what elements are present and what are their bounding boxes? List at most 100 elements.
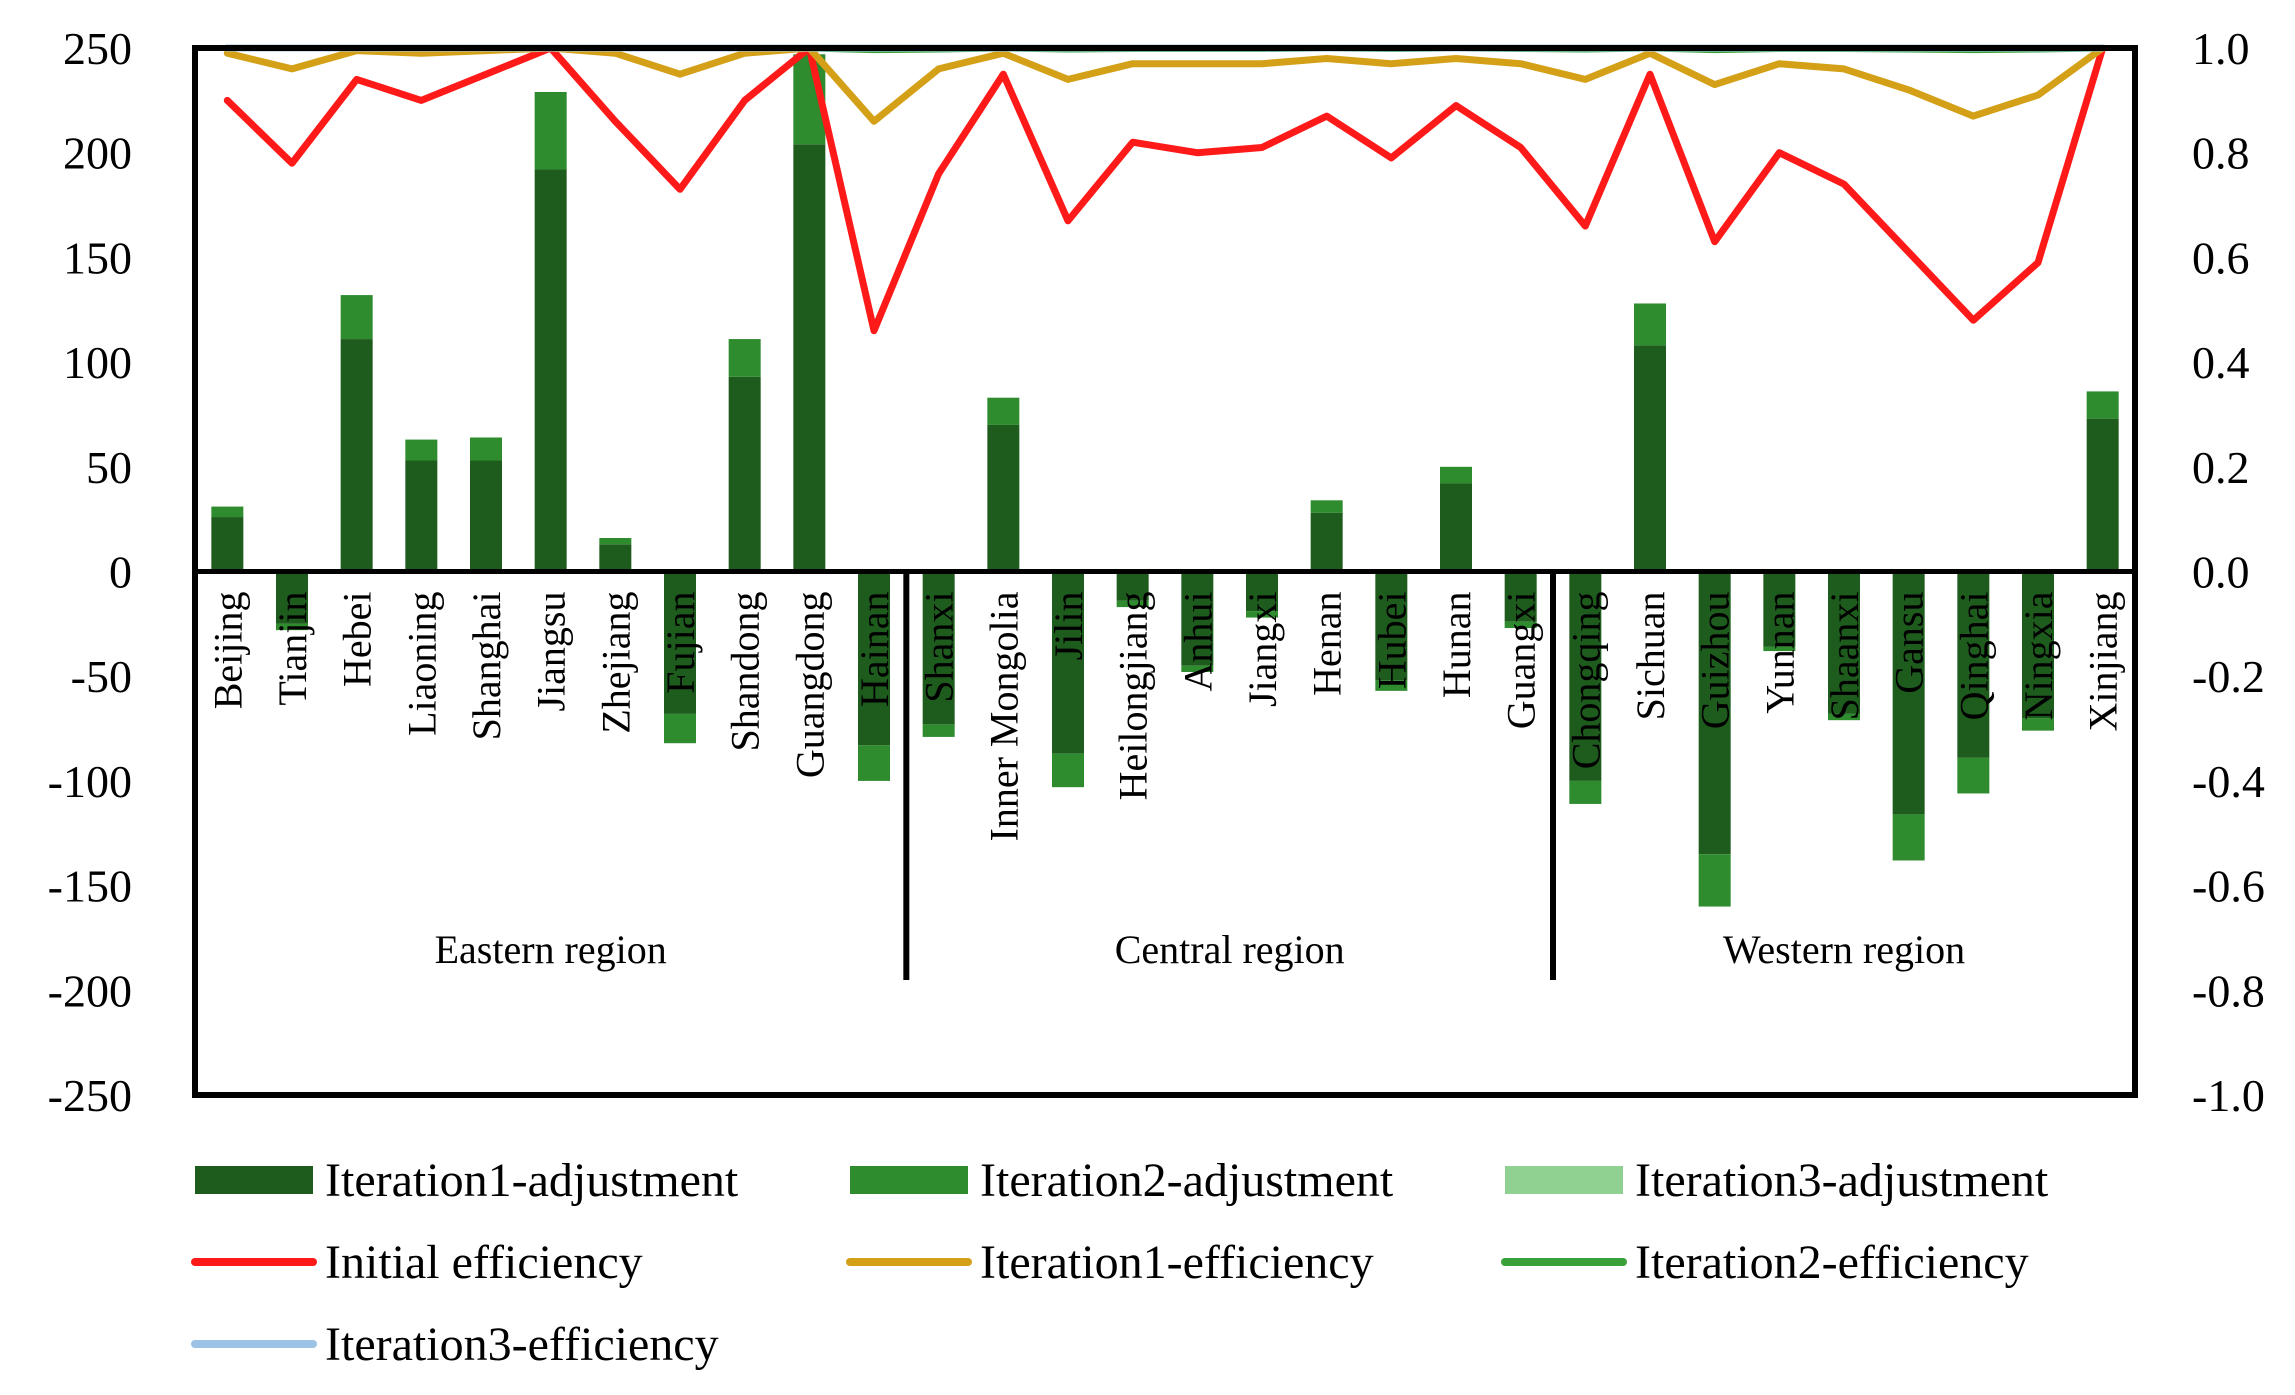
bar-2-14 [1116, 600, 1149, 608]
bar-1-10 [858, 571, 890, 746]
bar-1-13 [1052, 571, 1084, 754]
y-tick-left: -50 [71, 651, 132, 702]
y-tick-left: 150 [63, 232, 132, 283]
bar-2-20 [1504, 621, 1537, 629]
y-tick-left: 0 [109, 547, 132, 598]
bar-1-1 [276, 571, 308, 624]
bar-1-26 [1892, 571, 1925, 815]
legend-label: Iteration1-adjustment [325, 1154, 739, 1207]
y-tick-left: 200 [63, 128, 132, 179]
legend-swatch-bar [1505, 1166, 1623, 1194]
bar-2-26 [1892, 814, 1925, 861]
bar-2-1 [276, 623, 308, 631]
category-label: Liaoning [399, 592, 444, 736]
line-initial-efficiency [223, 44, 2107, 335]
y-tick-right: 0.6 [2192, 232, 2250, 283]
category-label: Shanxi [917, 592, 962, 703]
category-label: Sichuan [1628, 592, 1673, 721]
category-label: Ningxia [2016, 591, 2061, 720]
bar-2-2 [340, 295, 373, 340]
category-label: Hunan [1434, 592, 1479, 699]
category-label: Tianjin [270, 592, 315, 706]
bar-2-15 [1181, 665, 1214, 673]
legend-label: Iteration3-efficiency [325, 1318, 719, 1371]
bar-1-17 [1310, 512, 1343, 572]
bar-1-2 [340, 339, 373, 572]
bar-1-25 [1828, 571, 1860, 714]
bar-1-14 [1116, 571, 1149, 601]
bar-2-6 [599, 537, 632, 545]
bar-2-22 [1634, 303, 1666, 346]
category-label: Jiangsu [529, 592, 574, 712]
bar-2-12 [987, 397, 1020, 425]
category-label: Henan [1305, 592, 1350, 696]
bar-2-13 [1052, 753, 1084, 788]
bar-1-3 [405, 460, 438, 572]
category-label: Zhejiang [593, 592, 638, 734]
y-tick-right: -0.2 [2192, 651, 2265, 702]
region-label: Western region [1723, 927, 1965, 972]
legend-label: Iteration3-adjustment [1635, 1154, 2049, 1207]
bar-2-25 [1828, 713, 1860, 721]
bar-2-5 [534, 91, 567, 170]
bar-1-5 [534, 169, 567, 572]
bar-1-4 [470, 460, 502, 572]
category-label: Guangdong [787, 592, 832, 779]
y-tick-right: 0.4 [2192, 337, 2250, 388]
bar-1-7 [664, 571, 696, 714]
y-tick-right: 0.2 [2192, 442, 2250, 493]
bar-2-23 [1698, 854, 1731, 907]
category-label: Yunnan [1757, 592, 1802, 714]
bar-1-29 [2086, 418, 2119, 572]
y-tick-right: 0.0 [2192, 547, 2250, 598]
bar-1-9 [793, 144, 826, 572]
bar-2-4 [470, 437, 502, 461]
y-tick-right: -0.8 [2192, 965, 2265, 1016]
bar-1-0 [211, 517, 244, 572]
y-tick-left: -100 [48, 756, 132, 807]
bar-1-12 [987, 424, 1020, 572]
bar-1-8 [728, 376, 761, 572]
bar-2-16 [1246, 611, 1278, 618]
category-label: Qinghai [1951, 592, 1996, 721]
category-label: Chongqing [1563, 592, 1608, 770]
category-label: Shaanxi [1822, 592, 1867, 721]
category-label: Heilongjiang [1111, 592, 1156, 801]
category-label: Anhui [1175, 592, 1220, 692]
y-tick-right: -0.4 [2192, 756, 2265, 807]
legend-label: Initial efficiency [325, 1236, 643, 1289]
y-tick-right: 0.8 [2192, 128, 2250, 179]
y-tick-left: 250 [63, 23, 132, 74]
bar-2-3 [405, 439, 438, 461]
y-tick-left: 50 [86, 442, 132, 493]
bar-2-10 [858, 745, 890, 781]
bar-2-24 [1763, 646, 1796, 652]
bar-2-28 [2022, 718, 2054, 731]
bar-1-20 [1504, 571, 1537, 622]
bar-1-19 [1440, 483, 1472, 572]
bar-1-28 [2022, 571, 2054, 719]
category-label: Fujian [658, 592, 703, 694]
bar-1-16 [1246, 571, 1278, 612]
bar-2-21 [1569, 780, 1602, 804]
bar-2-7 [664, 713, 696, 744]
bar-1-15 [1181, 571, 1214, 666]
bar-1-27 [1957, 571, 1990, 758]
line-iteration1-efficiency [223, 44, 2107, 125]
bar-2-17 [1310, 500, 1343, 513]
category-label: Inner Mongolia [981, 591, 1026, 841]
category-label: Jiangxi [1240, 592, 1285, 708]
bar-2-27 [1957, 757, 1990, 794]
bar-2-29 [2086, 391, 2119, 419]
y-tick-left: -250 [48, 1070, 132, 1121]
bar-1-11 [922, 571, 955, 725]
category-label: Hebei [335, 592, 380, 688]
bar-2-8 [728, 339, 761, 377]
bar-1-22 [1634, 345, 1666, 572]
category-label: Hainan [852, 592, 897, 708]
legend-swatch-bar [195, 1166, 313, 1194]
y-tick-right: -1.0 [2192, 1070, 2265, 1121]
bar-1-6 [599, 544, 632, 572]
region-label: Central region [1115, 927, 1345, 972]
